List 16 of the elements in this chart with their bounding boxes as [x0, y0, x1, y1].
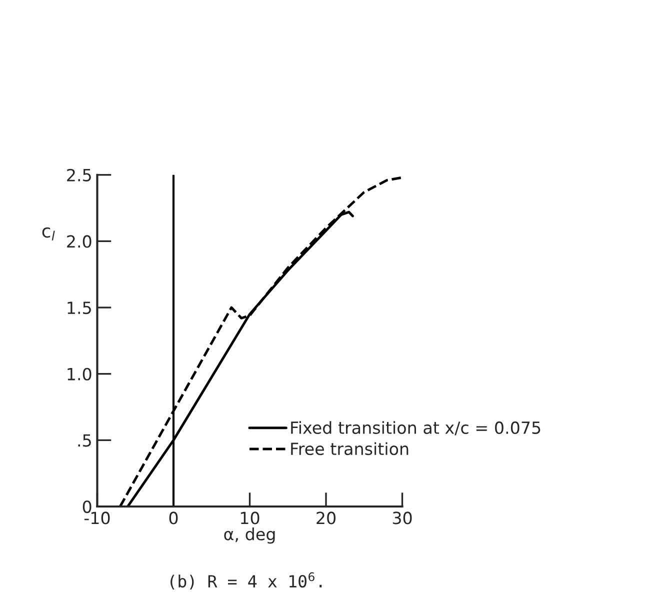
text: (b) R = 4 x 10$^{6}$. [170, 572, 322, 590]
legend-label: Fixed transition at x/c = 0.075 [291, 421, 540, 436]
y-tick-label: 0 [82, 500, 92, 514]
x-tick-label: 0 [169, 512, 178, 524]
x-tick-label: -10 [84, 512, 110, 524]
legend-label: Free transition [291, 442, 408, 456]
y-tick-label: 2.0 [67, 235, 92, 248]
y-tick-label: 2.5 [67, 168, 91, 182]
y-tick-label: 1.0 [68, 368, 92, 380]
x-tick-label: 20 [316, 512, 336, 524]
y-axis-title: c$_{l}$ [42, 227, 55, 240]
x-axis-title: α, deg [224, 528, 275, 544]
x-tick-label: 30 [392, 512, 412, 524]
x-tick-label: 10 [240, 512, 260, 524]
y-tick-label: 1.5 [68, 302, 91, 314]
y-tick-label: .5 [78, 434, 91, 447]
